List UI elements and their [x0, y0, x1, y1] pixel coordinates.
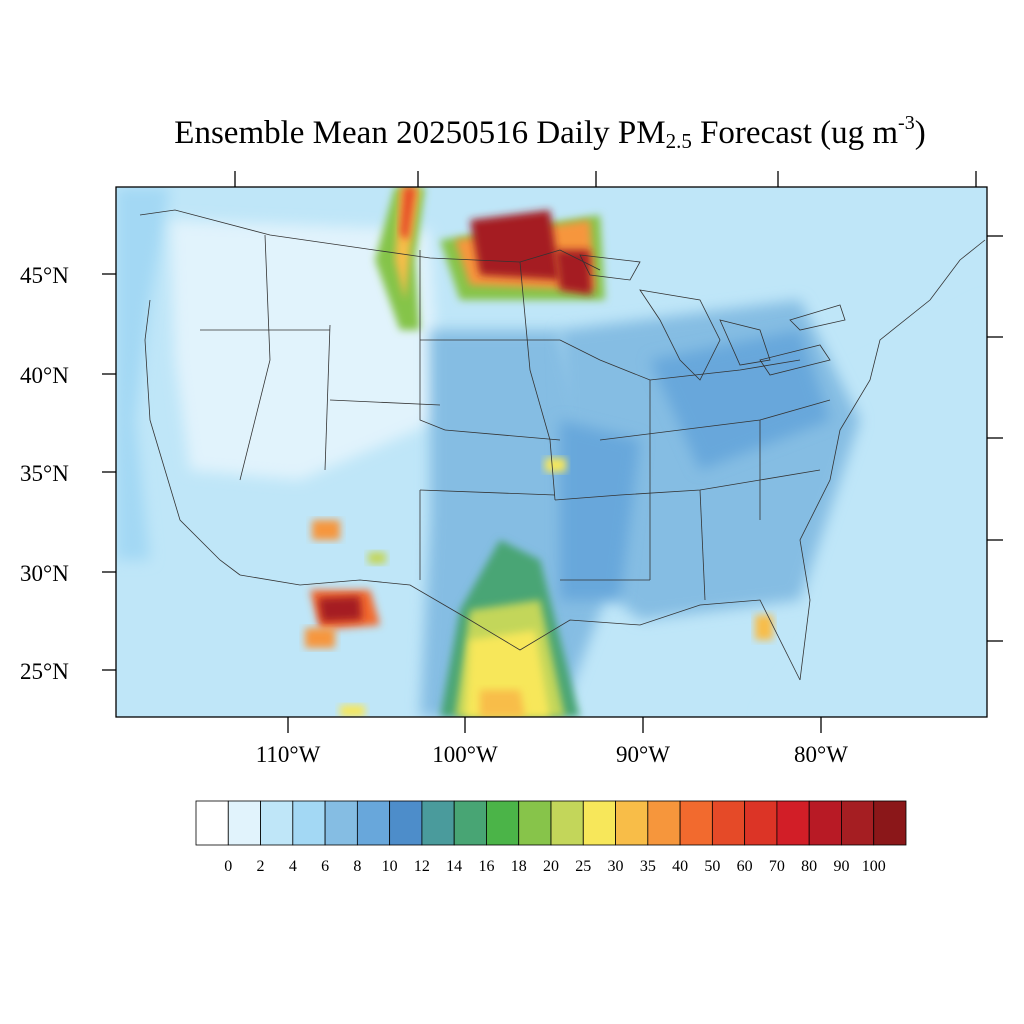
- colorbar-swatch: [615, 800, 649, 846]
- colorbar-label: 16: [478, 858, 494, 875]
- colorbar-label: 80: [801, 858, 817, 875]
- colorbar-swatch: [550, 800, 584, 846]
- lon-label: 90°W: [616, 742, 670, 767]
- lat-label: 45°N: [20, 263, 69, 288]
- map-title: Ensemble Mean 20250516 Daily PM2.5 Forec…: [174, 112, 926, 153]
- colorbar-label: 100: [862, 858, 886, 875]
- colorbar-swatch: [292, 800, 326, 846]
- lat-label: 35°N: [20, 461, 69, 486]
- colorbar-swatch: [486, 800, 520, 846]
- colorbar-label: 10: [382, 858, 398, 875]
- colorbar-label: 50: [704, 858, 720, 875]
- colorbar-label: 25: [575, 858, 591, 875]
- colorbar-label: 0: [224, 858, 232, 875]
- colorbar-swatch: [582, 800, 616, 846]
- colorbar: 0 2 4 6 8 10 12 14 16 18 20 25 30 35 40 50 60 70 80 90 100: [195, 800, 907, 875]
- colorbar-label: 12: [414, 858, 430, 875]
- lat-label: 40°N: [20, 363, 69, 388]
- colorbar-label: 20: [543, 858, 559, 875]
- colorbar-swatch: [776, 800, 810, 846]
- lon-label: 100°W: [432, 742, 498, 767]
- map-ticks: [102, 171, 1003, 733]
- colorbar-swatch: [324, 800, 358, 846]
- colorbar-swatch: [679, 800, 713, 846]
- colorbar-label: 6: [321, 858, 329, 875]
- colorbar-swatch: [227, 800, 261, 846]
- colorbar-swatch: [421, 800, 455, 846]
- colorbar-swatch: [453, 800, 487, 846]
- colorbar-swatch: [647, 800, 681, 846]
- colorbar-label: 40: [672, 858, 688, 875]
- colorbar-label: 8: [353, 858, 361, 875]
- colorbar-label: 60: [737, 858, 753, 875]
- pm25-field: [116, 187, 987, 717]
- colorbar-swatch: [873, 800, 907, 846]
- colorbar-swatch: [711, 800, 746, 846]
- colorbar-label: 90: [833, 858, 849, 875]
- lon-label: 110°W: [256, 742, 321, 767]
- colorbar-swatch: [841, 800, 875, 846]
- colorbar-label: 4: [289, 858, 297, 875]
- colorbar-swatch: [260, 800, 294, 846]
- colorbar-swatch: [356, 800, 391, 846]
- colorbar-label: 14: [446, 858, 462, 875]
- colorbar-label: 18: [511, 858, 527, 875]
- lat-label: 30°N: [20, 561, 69, 586]
- colorbar-label: 70: [769, 858, 785, 875]
- colorbar-label: 2: [257, 858, 265, 875]
- lon-label: 80°W: [794, 742, 848, 767]
- colorbar-label: 30: [608, 858, 624, 875]
- colorbar-swatch: [518, 800, 552, 846]
- colorbar-swatch: [744, 800, 778, 846]
- map-frame: [115, 186, 988, 718]
- lat-label: 25°N: [20, 659, 69, 684]
- colorbar-label: 35: [640, 858, 656, 875]
- colorbar-swatch: [195, 800, 229, 846]
- colorbar-swatch: [808, 800, 842, 846]
- colorbar-swatch: [389, 800, 423, 846]
- boundaries: [139, 209, 986, 681]
